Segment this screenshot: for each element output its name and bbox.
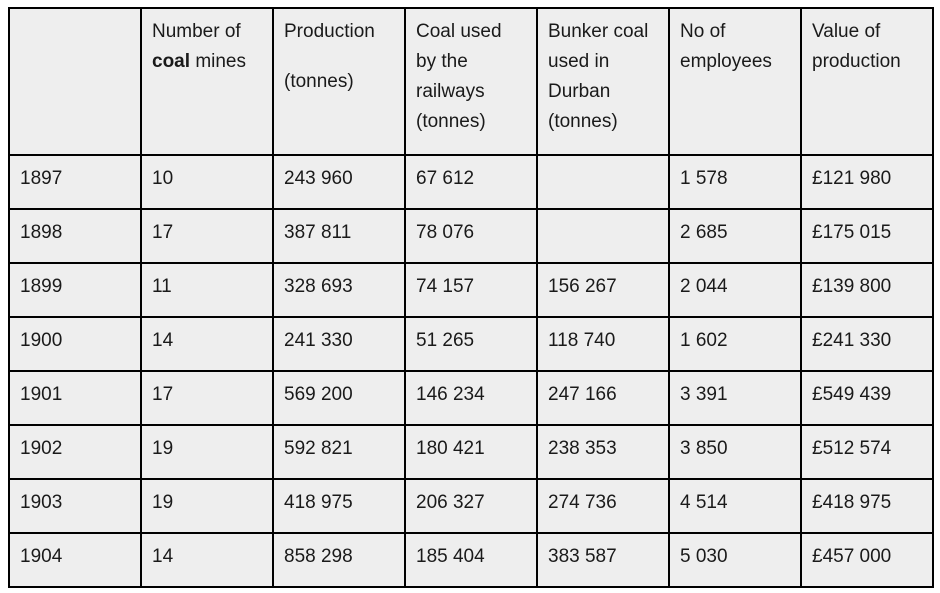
header-production-line1: Production	[284, 21, 375, 42]
table-row: 1900 14 241 330 51 265 118 740 1 602 £241 330	[8, 316, 934, 372]
cell-employees: 2 044	[668, 262, 802, 318]
header-mines-line2: mines	[195, 51, 246, 72]
cell-railways: 146 234	[404, 370, 538, 426]
header-railways-line: Coal used	[416, 21, 502, 42]
cell-bunker: 238 353	[536, 424, 670, 480]
header-employees: No of employees	[668, 7, 802, 156]
header-value-line: production	[812, 51, 901, 72]
header-employees-line: employees	[680, 51, 772, 72]
cell-bunker: 118 740	[536, 316, 670, 372]
coal-statistics-table: Number of coal mines Production (tonnes)…	[8, 7, 934, 588]
header-bunker-line: Durban	[548, 81, 611, 102]
cell-year: 1899	[8, 262, 142, 318]
cell-mines: 14	[140, 532, 274, 588]
cell-railways: 78 076	[404, 208, 538, 264]
table-row: 1901 17 569 200 146 234 247 166 3 391 £549 439	[8, 370, 934, 426]
cell-production: 243 960	[272, 154, 406, 210]
cell-railways: 180 421	[404, 424, 538, 480]
cell-year: 1904	[8, 532, 142, 588]
cell-railways: 74 157	[404, 262, 538, 318]
header-mines: Number of coal mines	[140, 7, 274, 156]
cell-mines: 10	[140, 154, 274, 210]
header-year	[8, 7, 142, 156]
cell-production: 569 200	[272, 370, 406, 426]
cell-employees: 5 030	[668, 532, 802, 588]
header-mines-bold: coal	[152, 51, 191, 72]
cell-value: £512 574	[800, 424, 934, 480]
cell-bunker: 383 587	[536, 532, 670, 588]
table-row: 1903 19 418 975 206 327 274 736 4 514 £418 975	[8, 478, 934, 534]
cell-mines: 17	[140, 370, 274, 426]
cell-mines: 19	[140, 478, 274, 534]
cell-value: £549 439	[800, 370, 934, 426]
header-bunker-line: (tonnes)	[548, 111, 618, 132]
cell-value: £121 980	[800, 154, 934, 210]
cell-bunker: 274 736	[536, 478, 670, 534]
header-value-line: Value of	[812, 21, 881, 42]
table-row: 1897 10 243 960 67 612 1 578 £121 980	[8, 154, 934, 210]
header-row: Number of coal mines Production (tonnes)…	[8, 7, 934, 156]
header-employees-line: No of	[680, 21, 726, 42]
cell-railways: 67 612	[404, 154, 538, 210]
cell-production: 418 975	[272, 478, 406, 534]
cell-production: 592 821	[272, 424, 406, 480]
cell-value: £139 800	[800, 262, 934, 318]
cell-year: 1901	[8, 370, 142, 426]
header-value: Value of production	[800, 7, 934, 156]
cell-railways: 51 265	[404, 316, 538, 372]
cell-production: 241 330	[272, 316, 406, 372]
table-row: 1902 19 592 821 180 421 238 353 3 850 £512 574	[8, 424, 934, 480]
header-railways-line: railways	[416, 81, 485, 102]
cell-mines: 11	[140, 262, 274, 318]
cell-year: 1897	[8, 154, 142, 210]
cell-value: £457 000	[800, 532, 934, 588]
header-bunker-line: used in	[548, 51, 610, 72]
cell-value: £175 015	[800, 208, 934, 264]
cell-year: 1900	[8, 316, 142, 372]
cell-employees: 3 850	[668, 424, 802, 480]
cell-year: 1902	[8, 424, 142, 480]
cell-bunker: 156 267	[536, 262, 670, 318]
cell-bunker: 247 166	[536, 370, 670, 426]
cell-production: 328 693	[272, 262, 406, 318]
cell-employees: 4 514	[668, 478, 802, 534]
cell-mines: 14	[140, 316, 274, 372]
cell-year: 1903	[8, 478, 142, 534]
header-railways-line: (tonnes)	[416, 111, 486, 132]
cell-bunker	[536, 208, 670, 264]
header-mines-line1: Number of	[152, 21, 241, 42]
cell-employees: 2 685	[668, 208, 802, 264]
cell-employees: 1 602	[668, 316, 802, 372]
cell-railways: 206 327	[404, 478, 538, 534]
cell-mines: 17	[140, 208, 274, 264]
cell-mines: 19	[140, 424, 274, 480]
cell-year: 1898	[8, 208, 142, 264]
table-row: 1904 14 858 298 185 404 383 587 5 030 £457 000	[8, 532, 934, 588]
cell-employees: 3 391	[668, 370, 802, 426]
cell-value: £418 975	[800, 478, 934, 534]
table-row: 1899 11 328 693 74 157 156 267 2 044 £139 800	[8, 262, 934, 318]
cell-bunker	[536, 154, 670, 210]
cell-employees: 1 578	[668, 154, 802, 210]
header-bunker-line: Bunker coal	[548, 21, 649, 42]
table-row: 1898 17 387 811 78 076 2 685 £175 015	[8, 208, 934, 264]
header-production: Production (tonnes)	[272, 7, 406, 156]
cell-value: £241 330	[800, 316, 934, 372]
header-railways: Coal used by the railways (tonnes)	[404, 7, 538, 156]
header-bunker: Bunker coal used in Durban (tonnes)	[536, 7, 670, 156]
cell-production: 387 811	[272, 208, 406, 264]
cell-production: 858 298	[272, 532, 406, 588]
cell-railways: 185 404	[404, 532, 538, 588]
header-production-line2: (tonnes)	[284, 71, 354, 92]
header-railways-line: by the	[416, 51, 468, 72]
